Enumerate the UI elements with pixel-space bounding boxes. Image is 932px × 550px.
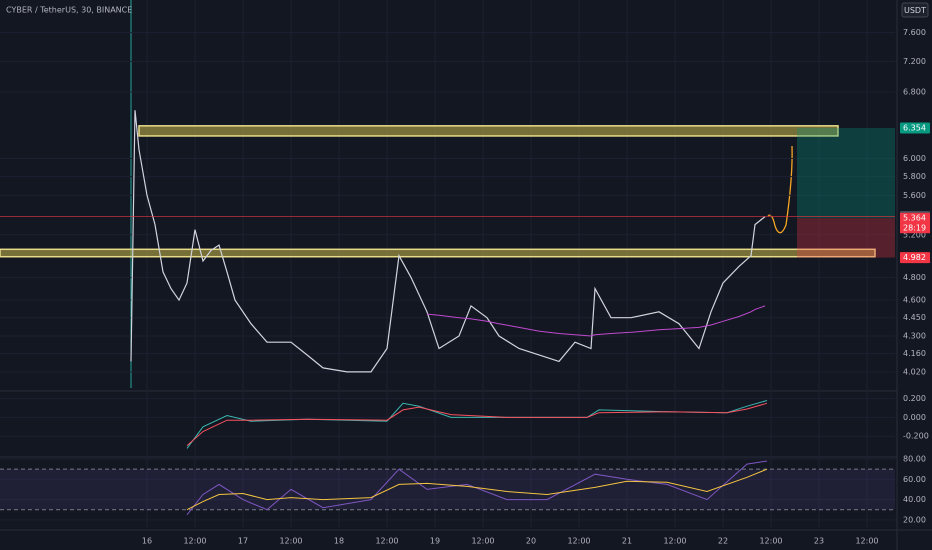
currency-button[interactable] (901, 2, 929, 18)
y-tick-label: 0.000 (903, 413, 926, 422)
x-tick-label: 16 (142, 537, 152, 546)
zone (138, 125, 839, 137)
series-line (186, 468, 768, 511)
series-line (186, 460, 768, 516)
y-tick-label: 4.160 (903, 349, 926, 358)
y-tick-label: 5.200 (903, 230, 926, 239)
countdown-label: 28:19 (903, 224, 926, 233)
header-title: CYBER / TetherUS, 30, BINANCE (6, 6, 132, 15)
rsi-band (0, 469, 895, 510)
y-tick-label: 7.600 (903, 28, 926, 37)
x-tick-label: 12:00 (663, 537, 686, 546)
series-line (426, 305, 766, 337)
y-tick-label: 4.450 (903, 313, 926, 322)
price-badge-label: 6.354 (903, 124, 926, 133)
series-line (186, 402, 768, 446)
y-tick-label: -0.200 (903, 432, 929, 441)
x-tick-label: 12:00 (855, 537, 878, 546)
x-tick-label: 17 (238, 537, 248, 546)
y-tick-label: 4.300 (903, 331, 926, 340)
x-tick-label: 19 (430, 537, 440, 546)
x-tick-label: 12:00 (567, 537, 590, 546)
x-tick-label: 22 (718, 537, 728, 546)
y-tick-label: 6.800 (903, 87, 926, 96)
x-tick-label: 21 (622, 537, 632, 546)
y-tick-label: 20.00 (903, 515, 926, 524)
x-tick-label: 18 (334, 537, 344, 546)
x-tick-label: 12:00 (279, 537, 302, 546)
price-badge (900, 212, 930, 224)
series-line (130, 110, 766, 373)
y-tick-label: 4.800 (903, 273, 926, 282)
y-tick-label: 5.800 (903, 172, 926, 181)
y-tick-label: 4.020 (903, 367, 926, 376)
y-tick-label: 7.200 (903, 57, 926, 66)
x-tick-label: 12:00 (471, 537, 494, 546)
y-tick-label: 80.00 (903, 455, 926, 464)
y-tick-label: 4.600 (903, 296, 926, 305)
zone (0, 248, 876, 258)
x-tick-label: 12:00 (183, 537, 206, 546)
price-badge (900, 252, 930, 264)
x-tick-label: 23 (814, 537, 824, 546)
x-tick-label: 20 (526, 537, 536, 546)
y-tick-label: 0.200 (903, 394, 926, 403)
plots (0, 0, 895, 528)
y-tick-label: 40.00 (903, 495, 926, 504)
y-tick-label: 5.600 (903, 191, 926, 200)
countdown-badge (900, 223, 930, 234)
currency-label[interactable]: USDT (904, 6, 926, 15)
y-tick-label: 60.00 (903, 475, 926, 484)
y-tick-label: 6.000 (903, 154, 926, 163)
x-tick-label: 12:00 (375, 537, 398, 546)
price-badge-label: 4.982 (903, 253, 926, 262)
position-loss (797, 218, 895, 258)
price-badge-label: 5.364 (903, 214, 926, 223)
x-tick-label: 12:00 (759, 537, 782, 546)
position-profit (797, 128, 895, 219)
price-badge (900, 122, 930, 134)
